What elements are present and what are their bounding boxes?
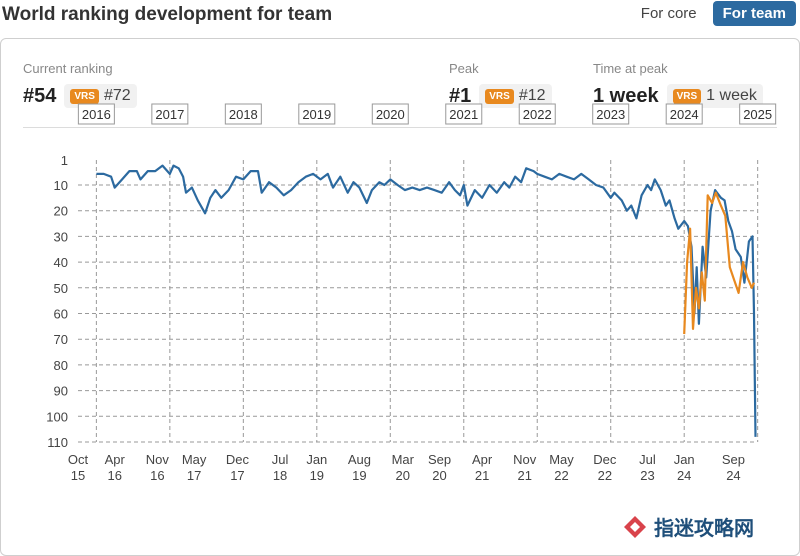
year-marker-label: 2023 <box>596 107 625 122</box>
x-tick-label: 15 <box>71 468 85 483</box>
y-tick-label: 10 <box>54 178 68 193</box>
year-marker-box <box>445 103 483 125</box>
x-tick-label: 21 <box>518 468 532 483</box>
x-tick-label: 22 <box>554 468 568 483</box>
watermark-logo-icon <box>624 515 646 538</box>
x-tick-label: 17 <box>187 468 201 483</box>
y-tick-label: 90 <box>54 384 68 399</box>
stats-divider <box>23 127 777 128</box>
x-tick-label: 22 <box>598 468 612 483</box>
chart-header: World ranking development for team For c… <box>0 0 800 34</box>
x-tick-label: Jan <box>306 452 327 467</box>
x-tick-label: 23 <box>640 468 654 483</box>
watermark: 指迷攻略网 <box>618 510 758 543</box>
x-tick-label: Apr <box>472 452 493 467</box>
vrs-badge: VRS <box>672 88 702 104</box>
x-tick-label: Jul <box>272 452 289 467</box>
mode-toggle: For core For team <box>631 1 796 26</box>
x-tick-label: Nov <box>146 452 170 467</box>
current-vrs-value: #72 <box>103 87 131 104</box>
current-ranking-value: #54 <box>23 84 57 107</box>
x-tick-label: May <box>549 452 574 467</box>
x-tick-label: Sep <box>722 452 745 467</box>
x-tick-label: Dec <box>593 452 617 467</box>
y-tick-label: 80 <box>54 358 68 373</box>
peak-vrs-value: #12 <box>518 87 546 104</box>
year-marker-label: 2024 <box>670 107 699 122</box>
year-marker-box <box>371 103 409 125</box>
x-tick-label: Dec <box>226 452 250 467</box>
x-tick-label: May <box>182 452 207 467</box>
x-tick-label: Apr <box>105 452 126 467</box>
peak-label: Peak <box>449 61 479 76</box>
y-tick-label: 100 <box>46 409 68 424</box>
year-marker-box <box>77 103 115 125</box>
series-line-vrs <box>683 191 756 335</box>
x-tick-label: 16 <box>150 468 164 483</box>
x-tick-label: 20 <box>396 468 410 483</box>
x-tick-label: Nov <box>513 452 537 467</box>
year-marker-label: 2017 <box>155 107 184 122</box>
x-tick-label: 21 <box>475 468 489 483</box>
x-tick-label: 18 <box>273 468 287 483</box>
series-line-hltv <box>96 164 757 437</box>
x-tick-label: 19 <box>352 468 366 483</box>
year-marker-box <box>224 103 262 125</box>
year-marker-label: 2021 <box>449 107 478 122</box>
x-tick-label: Jan <box>674 452 695 467</box>
year-marker-box <box>592 103 630 125</box>
year-marker-label: 2016 <box>82 107 111 122</box>
year-marker-box <box>665 103 703 125</box>
time-at-peak-vrs-value: 1 week <box>706 87 757 104</box>
current-ranking-label: Current ranking <box>23 61 113 76</box>
time-at-peak-label: Time at peak <box>593 61 668 76</box>
year-marker-label: 2019 <box>302 107 331 122</box>
x-tick-label: Sep <box>428 452 451 467</box>
x-tick-label: 24 <box>677 468 691 483</box>
x-tick-label: Oct <box>68 452 89 467</box>
year-marker-label: 2018 <box>229 107 258 122</box>
vrs-badge: VRS <box>70 88 99 104</box>
x-tick-label: 17 <box>230 468 244 483</box>
x-tick-label: Jul <box>639 452 656 467</box>
y-tick-label: 70 <box>54 332 68 347</box>
year-marker-box <box>739 103 777 125</box>
x-tick-label: 20 <box>432 468 446 483</box>
year-marker-box <box>151 103 189 125</box>
x-tick-label: 24 <box>726 468 740 483</box>
y-tick-label: 40 <box>54 255 68 270</box>
watermark-text: 指迷攻略网 <box>654 516 754 540</box>
year-marker-label: 2025 <box>743 107 772 122</box>
time-at-peak-value: 1 week <box>593 84 659 107</box>
y-tick-label: 60 <box>54 307 68 322</box>
y-tick-label: 1 <box>61 153 68 168</box>
x-tick-label: 16 <box>108 468 122 483</box>
peak-stat: Peak #1 VRS #12 <box>449 61 552 108</box>
y-tick-label: 50 <box>54 281 68 296</box>
toggle-core-button[interactable]: For core <box>640 5 697 22</box>
year-marker-label: 2022 <box>523 107 552 122</box>
year-marker-box <box>518 103 556 125</box>
chart-title: World ranking development for team <box>2 4 333 25</box>
x-tick-label: 19 <box>310 468 324 483</box>
year-marker-label: 2020 <box>376 107 405 122</box>
toggle-team-button[interactable]: For team <box>712 1 796 26</box>
x-tick-label: Aug <box>348 452 371 467</box>
year-marker-box <box>298 103 336 125</box>
vrs-badge: VRS <box>485 88 514 104</box>
peak-value: #1 <box>449 84 472 107</box>
y-tick-label: 20 <box>54 204 68 219</box>
x-tick-label: Mar <box>392 452 415 467</box>
y-tick-label: 110 <box>47 435 68 450</box>
y-tick-label: 30 <box>54 229 68 244</box>
